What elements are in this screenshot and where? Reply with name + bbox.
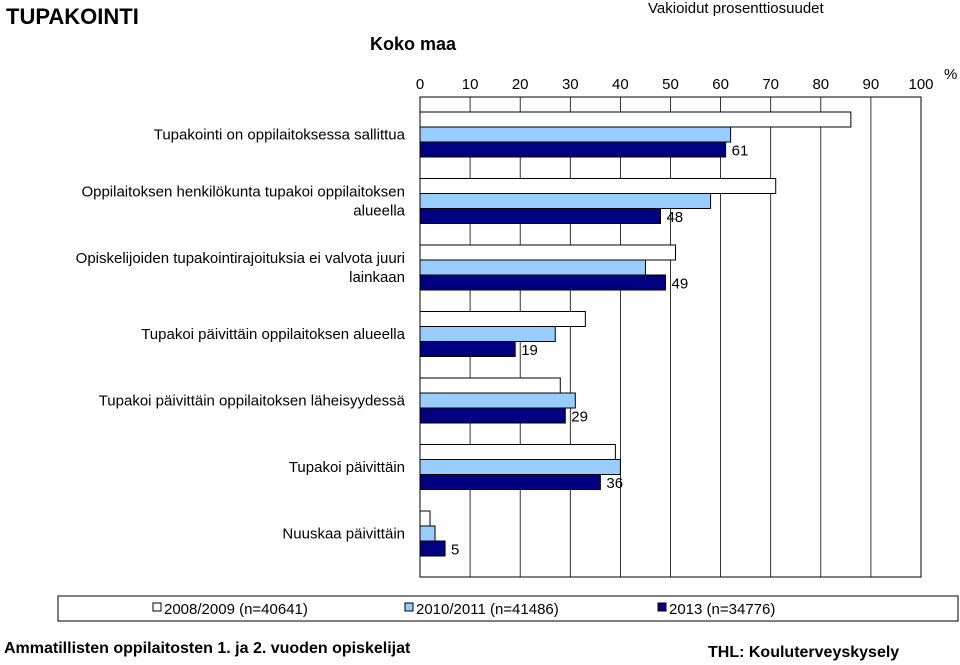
bar [419,540,446,557]
bar [419,444,616,460]
bar [419,377,561,394]
legend-swatch [152,602,162,612]
legend-label: 2013 (n=34776) [669,601,775,618]
footer-population-label: Ammatillisten oppilaitosten 1. ja 2. vuo… [4,640,411,657]
legend-box [57,595,959,622]
x-tick-label: 0 [416,76,424,93]
bar [419,392,576,409]
legend-label: 2008/2009 (n=40641) [164,601,308,618]
bar [419,510,431,527]
category-label: lainkaan [349,269,405,286]
chart-subtitle: Vakioidut prosenttiosuudet [648,0,824,17]
data-label: 48 [666,209,683,226]
bar [419,259,646,276]
x-tick-label: 90 [863,76,880,93]
legend-swatch [404,602,414,612]
category-label: Nuuskaa päivittäin [282,526,405,543]
group-label: Koko maa [370,34,457,54]
x-tick-label: 20 [512,76,529,93]
x-tick-label: 60 [712,76,729,93]
category-label: Oppilaitoksen henkilökunta tupakoi oppil… [81,184,405,201]
bar [419,193,712,209]
bar [419,126,732,143]
bar [419,326,556,342]
x-tick-label: 100 [908,76,933,93]
category-label: Opiskelijoiden tupakointirajoituksia ei … [76,250,405,267]
x-tick-label: 70 [762,76,779,93]
bar [419,311,586,327]
category-label: Tupakoi päivittäin [289,459,405,476]
bar [419,274,666,291]
x-tick-label: 80 [812,76,829,93]
footer-source-label: THL: Kouluterveyskysely [708,644,900,661]
bar [419,459,621,475]
x-tick-label: 40 [612,76,629,93]
data-label: 5 [451,542,459,559]
legend-swatch [657,602,667,612]
bar [419,525,436,542]
legend-label: 2010/2011 (n=41486) [416,601,559,618]
x-tick-label: 30 [562,76,579,93]
bar [419,208,661,224]
x-tick-label: 10 [462,76,479,93]
bar [419,474,601,490]
data-label: 61 [732,143,749,160]
bar [419,111,852,128]
x-tick-label: 50 [662,76,679,93]
bar [419,178,777,194]
bar [419,341,516,357]
bar [419,141,727,158]
category-label: Tupakoi päivittäin oppilaitoksen läheisy… [99,393,406,410]
data-label: 49 [671,276,688,293]
bar [419,244,677,261]
category-label: Tupakointi on oppilaitoksessa sallittua [154,127,406,144]
bar [419,407,566,424]
data-label: 19 [521,342,538,359]
data-label: 36 [606,475,623,492]
category-label: Tupakoi päivittäin oppilaitoksen alueell… [141,326,405,343]
data-label: 29 [571,409,588,426]
category-label: alueella [353,203,405,220]
page-title: TUPAKOINTI [6,4,139,29]
axis-unit-label: % [944,66,958,83]
